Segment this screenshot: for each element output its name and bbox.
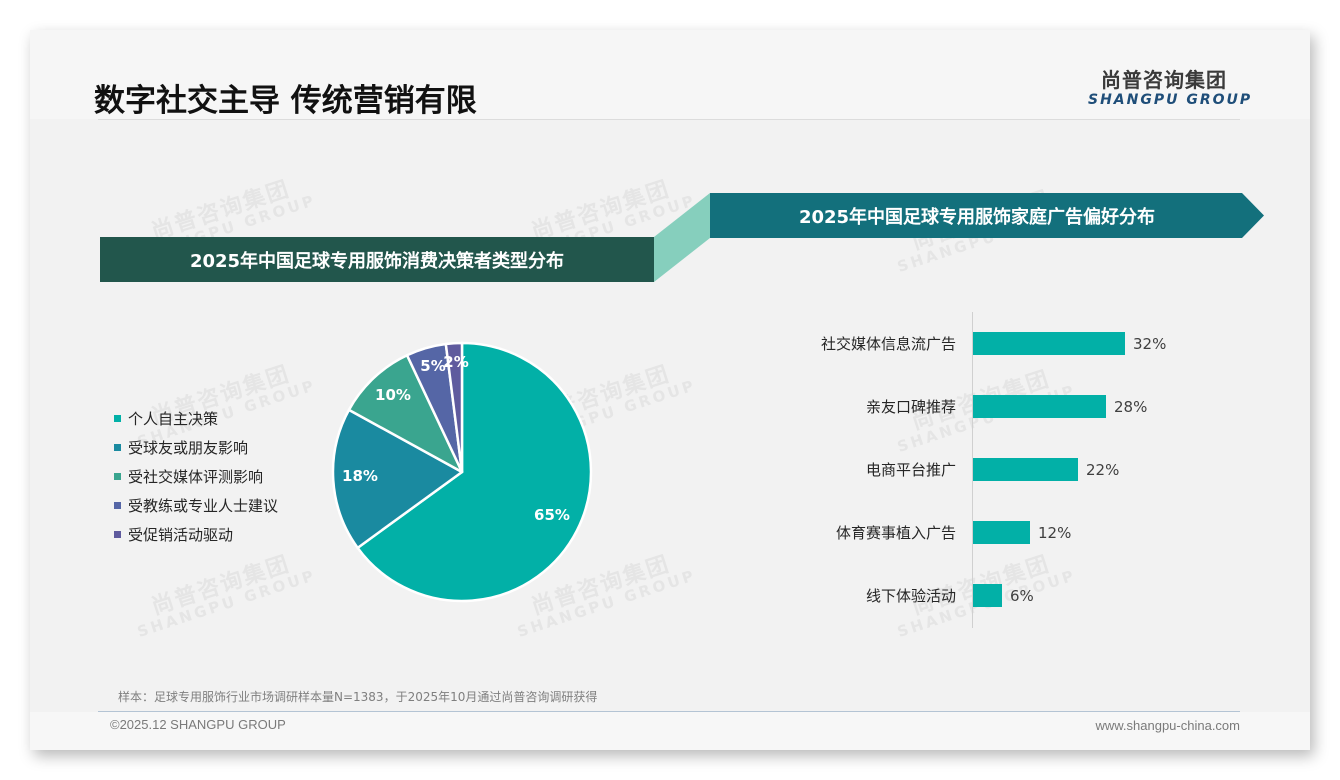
bar-row: 电商平台推广 22%: [730, 458, 1290, 482]
legend-item: 受教练或专业人士建议: [114, 491, 278, 520]
pie-slice: [444, 341, 464, 474]
legend-item: 个人自主决策: [114, 404, 278, 433]
legend-swatch: [114, 531, 121, 538]
pie-slice-label: 65%: [534, 506, 570, 524]
legend-item: 受促销活动驱动: [114, 520, 278, 549]
bar-category-label: 线下体验活动: [865, 587, 956, 605]
legend-label: 受社交媒体评测影响: [128, 468, 264, 486]
legend-item: 受球友或朋友影响: [114, 433, 278, 462]
title-divider: [98, 119, 1240, 120]
bar: [973, 332, 1125, 355]
legend-label: 受球友或朋友影响: [128, 439, 249, 457]
banner-connector-shape: [654, 193, 710, 282]
bar-value-label: 28%: [1114, 398, 1148, 416]
website-link[interactable]: www.shangpu-china.com: [1095, 718, 1240, 733]
bar-row: 线下体验活动 6%: [730, 584, 1290, 608]
footer-band: [30, 712, 1310, 750]
pie-slice-label: 10%: [375, 386, 411, 404]
bar-category-label: 亲友口碑推荐: [865, 398, 956, 416]
bar-category-label: 电商平台推广: [865, 461, 956, 479]
bar-chart-axis: [972, 312, 973, 628]
bar-value-label: 12%: [1038, 524, 1072, 542]
legend-swatch: [114, 415, 121, 422]
bar-value-label: 6%: [1010, 587, 1034, 605]
slide-header: [30, 30, 1310, 119]
pie-slice-label: 5%: [420, 357, 446, 375]
legend-item: 受社交媒体评测影响: [114, 462, 278, 491]
pie-chart: 65% 18% 10% 5% 2%: [330, 340, 594, 604]
bar-row: 体育赛事植入广告 12%: [730, 521, 1290, 545]
bar: [973, 458, 1078, 481]
bar-row: 社交媒体信息流广告 32%: [730, 332, 1290, 356]
bar: [973, 521, 1030, 544]
legend-label: 受促销活动驱动: [128, 526, 234, 544]
legend-swatch: [114, 473, 121, 480]
pie-legend: 个人自主决策 受球友或朋友影响 受社交媒体评测影响 受教练或专业人士建议 受促销…: [114, 404, 278, 549]
logo-cn-text: 尚普咨询集团: [1101, 68, 1227, 92]
left-section-banner: 2025年中国足球专用服饰消费决策者类型分布: [100, 237, 654, 282]
pie-slice-label: 2%: [443, 353, 469, 371]
right-section-title: 2025年中国足球专用服饰家庭广告偏好分布: [798, 206, 1156, 228]
legend-swatch: [114, 502, 121, 509]
bar: [973, 395, 1106, 418]
bar-value-label: 22%: [1086, 461, 1120, 479]
pie-graphic: [331, 341, 593, 603]
legend-label: 受教练或专业人士建议: [128, 497, 279, 515]
right-section-banner: 2025年中国足球专用服饰家庭广告偏好分布: [710, 193, 1264, 238]
company-logo: 尚普咨询集团 SHANGPU GROUP: [1088, 64, 1253, 108]
pie-slice: [331, 408, 464, 550]
bar-row: 亲友口碑推荐 28%: [730, 395, 1290, 419]
sample-footnote: 样本：足球专用服饰行业市场调研样本量N=1383，于2025年10月通过尚普咨询…: [118, 690, 598, 704]
copyright-text: ©2025.12 SHANGPU GROUP: [110, 717, 286, 732]
bar: [973, 584, 1002, 607]
page-title: 数字社交主导 传统营销有限: [94, 83, 477, 119]
slide: 尚普咨询集团 SHANGPU GROUP 尚普咨询集团 SHANGPU GROUP …: [30, 30, 1310, 750]
legend-swatch: [114, 444, 121, 451]
bar-category-label: 社交媒体信息流广告: [820, 335, 956, 353]
bar-value-label: 32%: [1133, 335, 1167, 353]
pie-slice: [347, 354, 464, 474]
footer-divider: [98, 711, 1240, 712]
logo-en-text: SHANGPU GROUP: [1088, 92, 1253, 108]
legend-label: 个人自主决策: [128, 410, 219, 428]
left-section-title: 2025年中国足球专用服饰消费决策者类型分布: [189, 250, 565, 272]
pie-slice: [356, 341, 593, 603]
bar-category-label: 体育赛事植入广告: [835, 524, 956, 542]
pie-slice-label: 18%: [342, 467, 378, 485]
banner-arrow-shape: [710, 193, 1264, 238]
